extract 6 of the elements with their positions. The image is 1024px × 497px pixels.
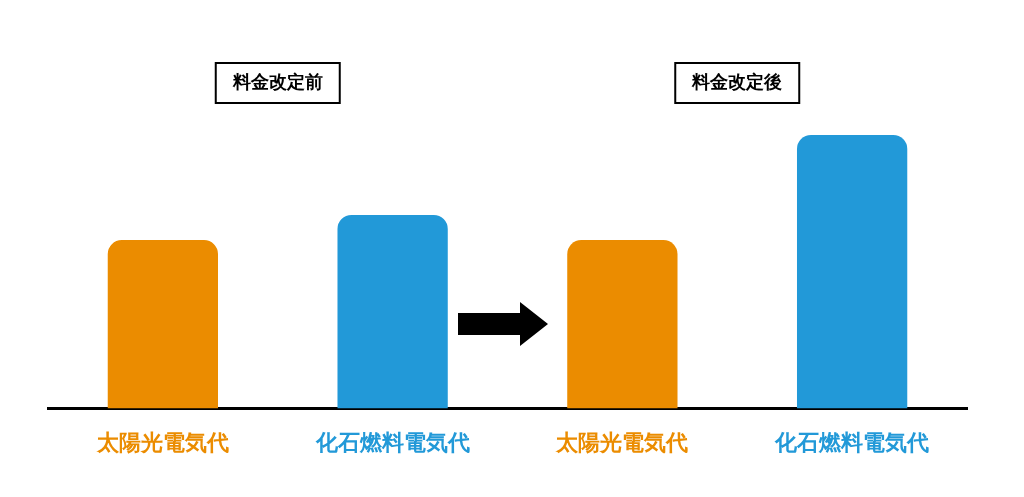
text: 料金改定後 [691,70,783,92]
x-tick-label: 化石燃料電気代 [774,429,930,455]
x-tick-label: 化石燃料電気代 [314,429,470,455]
text: 料金改定前 [231,70,323,92]
x-tick-label: 太陽光電気代 [555,429,689,455]
x-tick-label: 太陽光電気代 [95,429,229,455]
